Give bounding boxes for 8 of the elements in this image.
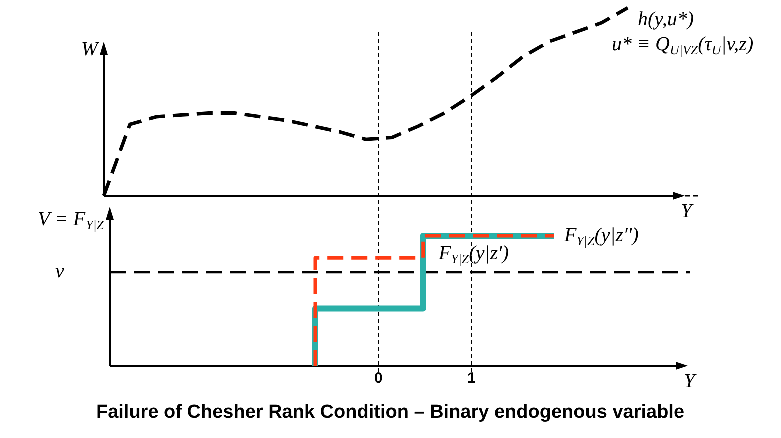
x-axis-title: Y	[681, 200, 694, 222]
y-axis-title: W	[81, 38, 100, 60]
series-label: h(y,u*)	[638, 8, 694, 30]
x-tick-label: 0	[374, 370, 383, 388]
x-tick-label: 1	[468, 370, 476, 388]
x-axis-title: Y	[684, 370, 697, 392]
ref-line-label: v	[56, 260, 65, 283]
text: Failure of Chesher Rank Condition – Binary endogenous variable	[95, 402, 686, 424]
